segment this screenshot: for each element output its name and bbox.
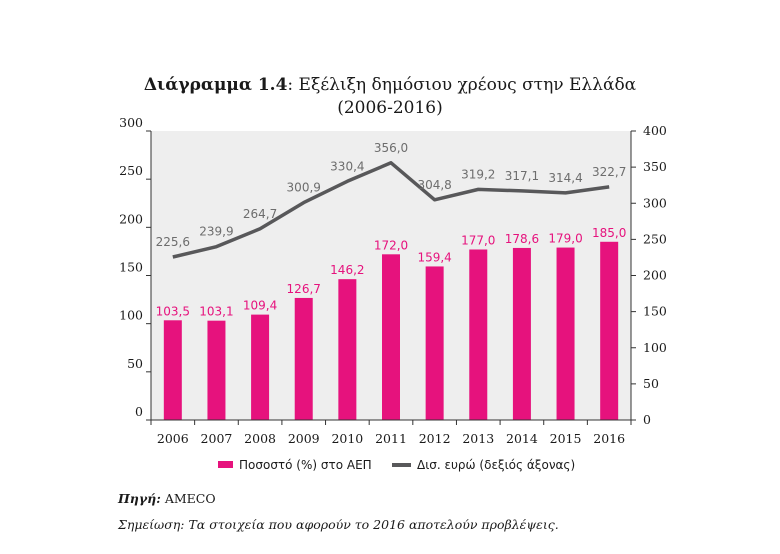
line-label-2013: 319,2 [461,167,495,181]
bar-label-2015: 179,0 [548,232,582,246]
x-tick-label-2008: 2008 [244,431,276,446]
line-label-2011: 356,0 [374,141,408,155]
line-label-2010: 330,4 [330,159,364,173]
line-label-2014: 317,1 [505,169,539,183]
x-tick-label-2009: 2009 [288,431,320,446]
bar-label-2006: 103,5 [156,304,190,318]
bar-label-2016: 185,0 [592,226,626,240]
chart-title-years: (2006-2016) [337,98,443,118]
bar-2015 [556,247,575,420]
legend-bar-label: Ποσοστό (%) στο ΑΕΠ [239,458,372,472]
bar-label-2014: 178,6 [505,232,539,246]
bar-2014 [512,247,531,420]
chart-title-prefix: Διάγραμμα 1.4 [143,75,288,95]
line-label-2015: 314,4 [548,171,582,185]
chart-title-text: : Εξέλιξη δημόσιου χρέους στην Ελλάδα [287,75,637,95]
right-tick-label-50: 50 [643,376,659,391]
left-tick-label-250: 250 [119,163,143,178]
right-tick-label-300: 300 [643,195,667,210]
bar-label-2012: 159,4 [417,250,451,264]
bar-2016 [600,241,619,420]
source-note: Πηγή: AMECO [118,491,216,506]
bar-2007 [207,320,226,420]
line-label-2012: 304,8 [417,178,451,192]
chart-title: Διάγραμμα 1.4: Εξέλιξη δημόσιου χρέους σ… [0,74,780,120]
x-tick-label-2007: 2007 [201,431,233,446]
bar-label-2009: 126,7 [287,282,321,296]
bar-label-2008: 109,4 [243,299,277,313]
left-tick-label-100: 100 [119,308,143,323]
bar-2009 [294,297,313,420]
bar-label-2007: 103,1 [199,305,233,319]
right-tick-label-350: 350 [643,159,667,174]
bar-label-2011: 172,0 [374,238,408,252]
legend-bar-swatch [218,461,233,468]
bar-2012 [425,266,444,420]
axes: 0 50 100 150 200 250 300 0 50 100 150 200 250 300 350 4… [119,115,667,446]
line-label-2016: 322,7 [592,165,626,179]
legend: Ποσοστό (%) στο ΑΕΠ Δισ. ευρώ (δεξιός άξ… [218,458,575,472]
legend-line-label: Δισ. ευρώ (δεξιός άξονας) [417,458,575,472]
right-tick-label-200: 200 [643,268,667,283]
x-tick-label-2012: 2012 [419,431,451,446]
right-tick-label-150: 150 [643,304,667,319]
x-tick-label-2016: 2016 [593,431,625,446]
bar-2008 [251,314,270,420]
left-tick-label-50: 50 [127,356,143,371]
line-series [172,161,610,259]
left-tick-label-300: 300 [119,115,143,130]
line-data-labels: 225,6 239,9 264,7 300,9 330,4 356,0 304,8 319,2… [156,141,627,249]
footnote: Σημείωση: Τα στοιχεία που αφορούν το 201… [118,517,559,532]
bar-data-labels: 103,5 103,1 109,4 126,7 146,2 172,0 159,4 177,0… [156,226,627,319]
bar-series [163,241,619,420]
left-tick-label-0: 0 [135,404,143,419]
x-tick-label-2015: 2015 [550,431,582,446]
bar-label-2010: 146,2 [330,263,364,277]
right-tick-label-0: 0 [643,412,651,427]
left-tick-label-200: 200 [119,211,143,226]
bar-2010 [338,279,357,420]
line-label-2008: 264,7 [243,207,277,221]
line-label-2009: 300,9 [287,181,321,195]
x-tick-label-2014: 2014 [506,431,538,446]
x-tick-label-2011: 2011 [375,431,407,446]
bar-2011 [382,254,400,420]
source-value: AMECO [160,491,216,506]
source-label: Πηγή: [118,491,161,506]
x-tick-label-2006: 2006 [157,431,189,446]
bar-label-2013: 177,0 [461,233,495,247]
left-tick-label-150: 150 [119,260,143,275]
line-label-2006: 225,6 [156,235,190,249]
bar-2013 [469,249,488,420]
line-label-2007: 239,9 [199,225,233,239]
x-tick-label-2010: 2010 [331,431,363,446]
right-tick-label-400: 400 [643,123,667,138]
bar-2006 [163,320,182,420]
x-tick-label-2013: 2013 [462,431,494,446]
right-tick-label-250: 250 [643,231,667,246]
right-tick-label-100: 100 [643,340,667,355]
